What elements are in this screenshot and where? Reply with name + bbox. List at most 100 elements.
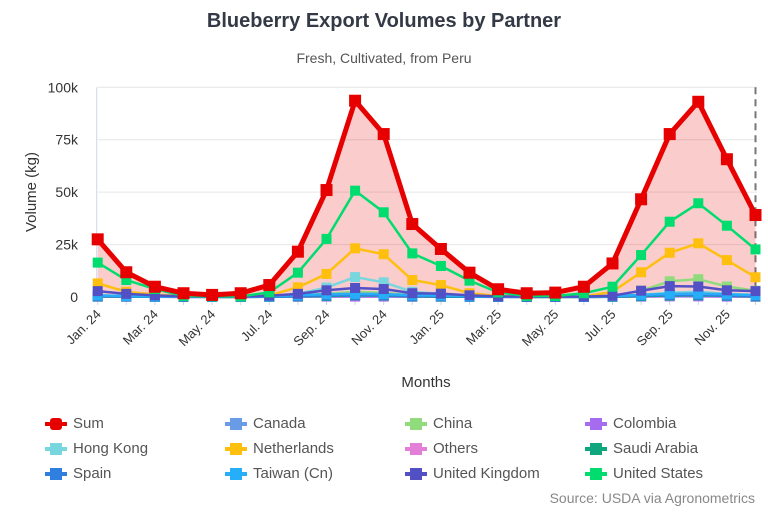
data-point-netherlands <box>636 267 647 278</box>
legend-marker-icon <box>225 442 247 456</box>
legend-label: Hong Kong <box>73 440 149 457</box>
legend-marker-icon <box>405 467 427 481</box>
data-point-sum <box>577 280 590 293</box>
legend-marker-icon <box>585 417 607 431</box>
sum-area-fill <box>97 100 756 298</box>
data-point-united-kingdom <box>378 284 389 295</box>
data-point-sum <box>320 184 333 197</box>
legend-marker-icon <box>585 442 607 456</box>
legend-item-netherlands[interactable]: Netherlands <box>225 439 405 458</box>
data-point-netherlands <box>92 278 103 289</box>
data-point-united-kingdom <box>750 286 761 297</box>
data-point-sum <box>606 257 619 270</box>
legend-marker-icon <box>45 467 67 481</box>
x-tick-label: Jul. 25 <box>581 307 619 345</box>
chart-subtitle: Fresh, Cultivated, from Peru <box>296 50 472 66</box>
data-point-sum <box>177 287 190 300</box>
x-tick-label: Jan. 25 <box>406 307 447 348</box>
data-point-sum <box>406 218 419 231</box>
legend-item-united-kingdom[interactable]: United Kingdom <box>405 464 585 483</box>
x-tick-label: Jul. 24 <box>238 307 276 345</box>
chart-title: Blueberry Export Volumes by Partner <box>206 10 562 32</box>
data-point-sum <box>234 287 247 300</box>
legend-marker-icon <box>225 467 247 481</box>
data-point-sum <box>434 242 447 255</box>
data-point-united-kingdom <box>664 281 675 292</box>
x-tick-label: May. 24 <box>176 307 219 350</box>
legend-marker-icon <box>225 417 247 431</box>
data-point-united-kingdom <box>693 281 704 292</box>
legend-item-colombia[interactable]: Colombia <box>585 414 765 433</box>
legend-marker-icon <box>405 442 427 456</box>
legend-label: Saudi Arabia <box>613 440 699 457</box>
legend: Sum Canada China Colombia Hong Kong Netherlan… <box>45 414 765 483</box>
legend-item-china[interactable]: China <box>405 414 585 433</box>
data-point-netherlands <box>693 238 704 249</box>
x-tick-label: Jan. 24 <box>63 307 104 348</box>
y-tick-label: 0 <box>70 289 78 305</box>
data-point-united-states <box>693 198 704 209</box>
data-point-sum <box>720 153 733 166</box>
legend-label: Spain <box>73 465 112 482</box>
legend-item-sum[interactable]: Sum <box>45 414 225 433</box>
x-tick-label: Sep. 24 <box>290 307 332 349</box>
data-point-sum <box>635 193 648 206</box>
data-point-united-states <box>264 287 275 298</box>
data-point-united-kingdom <box>636 285 647 296</box>
data-point-sum <box>377 128 390 141</box>
chart-plot: 0 25k 50k 75k 100k Jan. 24 Mar. 24 May. 24 Jul. … <box>23 79 762 391</box>
y-axis-title: Volume (kg) <box>23 152 40 232</box>
x-tick-label: Nov. 25 <box>691 307 733 349</box>
legend-marker-icon <box>585 467 607 481</box>
data-point-united-states <box>664 216 675 227</box>
data-point-sum <box>349 94 362 107</box>
data-point-united-kingdom <box>292 288 303 299</box>
data-point-united-states <box>378 207 389 218</box>
data-point-united-states <box>435 260 446 271</box>
data-point-united-states <box>607 281 618 292</box>
data-point-netherlands <box>321 268 332 279</box>
legend-item-canada[interactable]: Canada <box>225 414 405 433</box>
data-point-united-kingdom <box>350 282 361 293</box>
data-point-united-kingdom <box>149 290 160 301</box>
data-point-sum <box>148 280 161 293</box>
data-point-netherlands <box>292 282 303 293</box>
data-point-united-states <box>578 288 589 299</box>
legend-item-hong-kong[interactable]: Hong Kong <box>45 439 225 458</box>
data-point-sum <box>749 209 762 222</box>
data-point-united-states <box>407 248 418 259</box>
y-tick-label: 100k <box>48 79 79 95</box>
data-point-netherlands <box>721 255 732 266</box>
data-point-hong-kong <box>350 272 361 283</box>
data-point-united-kingdom <box>607 290 618 301</box>
legend-item-others[interactable]: Others <box>405 439 585 458</box>
data-point-united-states <box>636 250 647 261</box>
data-point-netherlands <box>435 280 446 291</box>
data-point-sum <box>263 279 276 292</box>
legend-item-saudi-arabia[interactable]: Saudi Arabia <box>585 439 765 458</box>
data-point-united-kingdom <box>321 285 332 296</box>
legend-item-spain[interactable]: Spain <box>45 464 225 483</box>
data-point-united-kingdom <box>721 285 732 296</box>
data-point-netherlands <box>664 247 675 258</box>
data-point-sum <box>663 128 676 141</box>
data-point-sum <box>692 95 705 108</box>
data-point-netherlands <box>378 249 389 260</box>
legend-marker-icon <box>45 417 67 431</box>
legend-item-taiwan-cn[interactable]: Taiwan (Cn) <box>225 464 405 483</box>
data-point-sum <box>492 283 505 296</box>
data-point-united-states <box>750 244 761 255</box>
data-point-china <box>693 274 704 285</box>
data-point-united-states <box>350 185 361 196</box>
data-point-netherlands <box>750 272 761 283</box>
x-axis-title: Months <box>401 374 450 391</box>
x-tick-label: May. 25 <box>519 307 562 350</box>
legend-item-united-states[interactable]: United States <box>585 464 765 483</box>
legend-marker-icon <box>45 442 67 456</box>
data-point-netherlands <box>407 275 418 286</box>
legend-label: United States <box>613 465 704 482</box>
legend-label: Netherlands <box>253 440 334 457</box>
data-point-sum <box>206 288 219 301</box>
series-sum <box>91 94 762 301</box>
legend-label: China <box>433 415 473 432</box>
